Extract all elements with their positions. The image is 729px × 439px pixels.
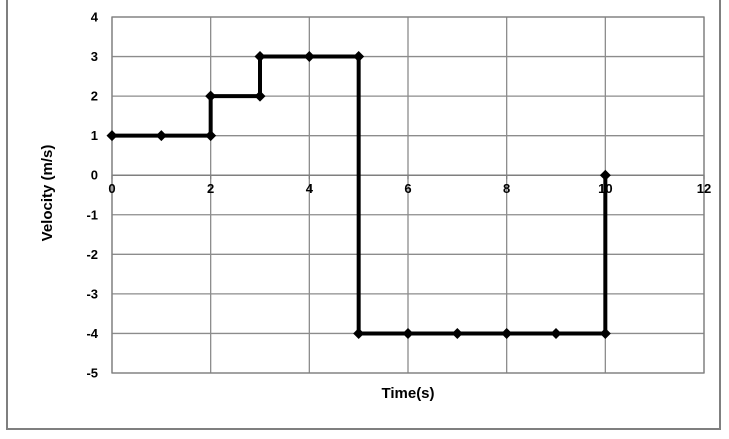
y-tick-label: 0	[91, 168, 98, 183]
data-point-marker	[451, 327, 463, 339]
y-tick-label: 4	[91, 10, 99, 25]
data-point-marker	[599, 327, 611, 339]
data-point-marker	[353, 327, 365, 339]
data-point-marker	[106, 130, 118, 142]
data-point-marker	[402, 327, 414, 339]
plot-area-border	[111, 16, 705, 374]
y-tick-label: -3	[86, 286, 98, 301]
data-point-marker	[205, 90, 217, 102]
data-point-marker	[155, 130, 167, 142]
data-point-marker	[501, 327, 513, 339]
y-axis-title: Velocity (m/s)	[39, 145, 56, 242]
x-tick-label: 10	[598, 181, 612, 196]
x-tick-label: 4	[306, 181, 314, 196]
data-point-marker	[205, 130, 217, 142]
y-tick-label: 2	[91, 89, 98, 104]
y-tick-label: 3	[91, 49, 98, 64]
data-point-marker	[303, 51, 315, 63]
series-line	[112, 54, 608, 336]
y-tick-label: 1	[91, 128, 98, 143]
y-tick-label: -1	[86, 207, 98, 222]
y-tick-label: -5	[86, 366, 98, 381]
velocity-series	[106, 51, 611, 339]
x-tick-label: 8	[503, 181, 510, 196]
y-tick-label: -2	[86, 247, 98, 262]
x-tick-label: 12	[697, 181, 711, 196]
data-point-marker	[254, 90, 266, 102]
x-tick-label: 0	[108, 181, 115, 196]
data-point-marker	[254, 51, 266, 63]
x-axis-title: Time(s)	[381, 385, 434, 402]
data-point-marker	[353, 51, 365, 63]
data-point-marker	[599, 169, 611, 181]
data-point-marker	[550, 327, 562, 339]
x-tick-label: 2	[207, 181, 214, 196]
y-tick-label: -4	[86, 326, 98, 341]
x-tick-label: 6	[404, 181, 411, 196]
